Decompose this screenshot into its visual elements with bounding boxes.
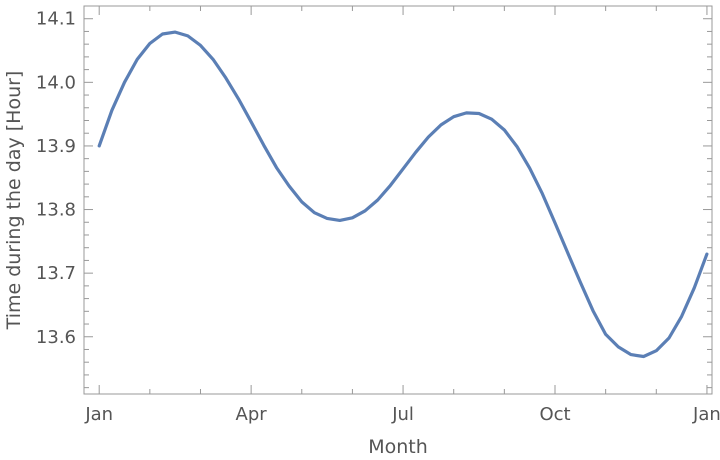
x-tick-label: Jan: [692, 404, 720, 425]
y-axis-label: Time during the day [Hour]: [3, 71, 25, 331]
y-tick-label: 13.8: [36, 200, 76, 221]
x-tick-label: Oct: [539, 404, 570, 425]
x-tick-label: Jul: [391, 404, 414, 425]
y-tick-label: 14.0: [36, 72, 76, 93]
x-tick-label: Jan: [84, 404, 113, 425]
y-tick-label: 14.1: [36, 9, 76, 30]
y-tick-label: 13.7: [36, 263, 76, 284]
series-line: [97, 30, 709, 359]
plot-frame: [83, 5, 713, 395]
y-axis: 13.6 13.7 13.8 13.9 14.0 14.1: [36, 5, 712, 389]
x-axis: Jan Apr Jul Oct Jan: [84, 6, 720, 425]
y-tick-label: 13.6: [36, 327, 76, 348]
y-tick-label: 13.9: [36, 136, 76, 157]
x-tick-label: Apr: [236, 404, 268, 425]
x-axis-label: Month: [368, 436, 428, 458]
